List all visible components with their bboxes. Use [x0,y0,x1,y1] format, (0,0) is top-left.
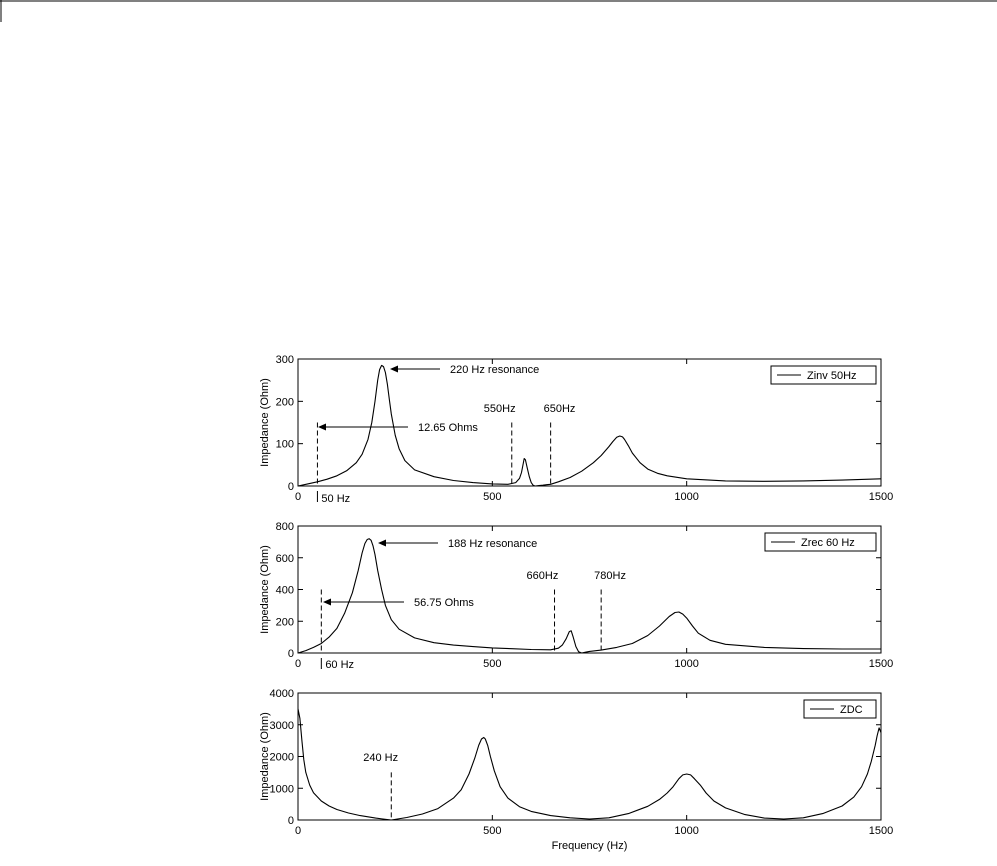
y-axis-label: Impedance (Ohm) [259,378,271,467]
y-tick-label: 2000 [270,752,294,764]
x-tick-label: 500 [483,491,501,503]
annotation-arrow-head [323,598,331,606]
y-tick-label: 800 [276,521,294,533]
x-tick-label: 0 [295,825,301,837]
y-axis-label: Impedance (Ohm) [259,712,271,801]
x-tick-label: 1500 [869,658,893,670]
chart-panel-1: 0 500 1000 1500 0 100 200 300 Impedance (Ohm) 50 … [259,354,893,505]
y-tick-label: 1000 [270,783,294,795]
x-tick-label: 500 [483,658,501,670]
annotation-text: 12.65 Ohms [418,422,478,434]
y-tick-label: 200 [276,616,294,628]
y-tick-label: 300 [276,354,294,366]
chart-panel-3: 0 500 1000 1500 0 1000 2000 3000 4000 Impedance (… [259,688,893,852]
legend-entry: Zrec 60 Hz [801,537,855,549]
chart-panel-2: 0 500 1000 1500 0 200 400 600 800 Impedance (Ohm)… [259,521,893,671]
x-tick-label: 1000 [674,658,698,670]
series-line-1 [297,708,882,821]
legend: Zrec 60 Hz [764,532,877,552]
marker-label: 60 Hz [325,659,354,671]
legend: Zinv 50Hz [770,365,877,385]
series-line-1 [297,364,882,487]
legend-entry: ZDC [840,704,863,716]
y-tick-label: 0 [288,481,294,493]
y-tick-label: 600 [276,553,294,565]
x-tick-label: 1000 [674,491,698,503]
marker-label: 550Hz [484,403,516,415]
annotation-text: 56.75 Ohms [414,597,474,609]
marker-label: 650Hz [544,403,576,415]
y-tick-label: 200 [276,396,294,408]
y-tick-label: 0 [288,815,294,827]
marker-label: 50 Hz [321,493,350,505]
legend: ZDC [803,699,877,719]
annotation-arrow-head [318,423,326,431]
y-tick-label: 0 [288,648,294,660]
x-tick-label: 500 [483,825,501,837]
x-tick-label: 1000 [674,825,698,837]
y-tick-label: 400 [276,585,294,597]
legend-entry: Zinv 50Hz [807,370,857,382]
legend-box [770,365,877,385]
series-line-1 [297,538,881,654]
y-tick-label: 100 [276,439,294,451]
y-tick-label: 3000 [270,720,294,732]
annotation-arrow-head [378,539,386,547]
x-tick-label: 0 [295,491,301,503]
annotation-text: 220 Hz resonance [450,364,539,376]
plot-frame [297,358,882,487]
annotation-arrow-head [390,365,398,373]
x-axis-label: Frequency (Hz) [552,840,628,852]
x-tick-label: 1500 [869,825,893,837]
y-axis-label: Impedance (Ohm) [259,545,271,634]
legend-box [764,532,877,552]
x-tick-label: 1500 [869,491,893,503]
charts-group: 0 500 1000 1500 0 100 200 300 Impedance (Ohm) 50 … [259,354,893,852]
annotation-text: 188 Hz resonance [448,538,537,550]
x-tick-label: 0 [295,658,301,670]
marker-label: 660Hz [527,570,559,582]
marker-label: 780Hz [594,570,626,582]
y-tick-label: 4000 [270,688,294,700]
marker-label: 240 Hz [363,752,398,764]
legend-box [803,699,877,719]
